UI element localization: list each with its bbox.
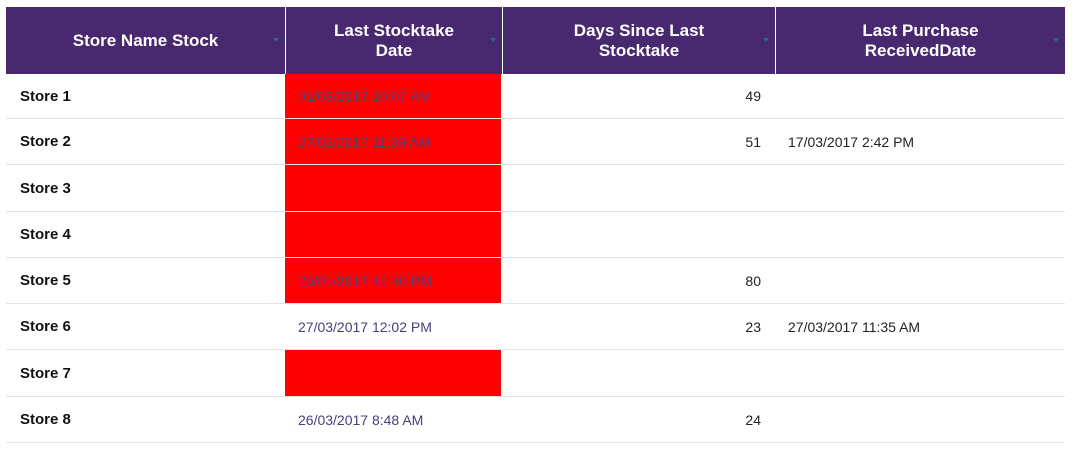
table-row[interactable]: Store 6 27/03/2017 12:02 PM 23 27/03/2017 1… [6, 304, 1065, 350]
sort-indicator-icon[interactable] [490, 38, 496, 42]
column-header-store-name[interactable]: Store Name Stock [6, 7, 285, 74]
days-since-stocktake-cell: 51 [745, 133, 761, 150]
store-name-cell: Store 2 [20, 133, 71, 150]
store-name-cell: Store 7 [20, 364, 71, 382]
days-since-stocktake-cell: 24 [745, 411, 761, 428]
table-row[interactable]: Store 3 [6, 165, 1065, 212]
stocktake-table: Store Name Stock Last Stocktake Date Day… [6, 7, 1065, 443]
table-header: Store Name Stock Last Stocktake Date Day… [6, 7, 1065, 74]
column-header-label: Store Name Stock [72, 30, 219, 50]
days-since-stocktake-cell [502, 350, 775, 396]
last-purchase-date-cell [775, 258, 1065, 303]
days-since-stocktake-cell: 49 [745, 88, 761, 104]
table-row[interactable]: Store 7 [6, 350, 1065, 397]
store-name-cell: Store 3 [20, 179, 71, 197]
last-purchase-date-cell [775, 212, 1065, 257]
store-name-cell: Store 8 [20, 411, 71, 428]
days-since-stocktake-cell [502, 165, 775, 211]
last-purchase-date-cell [775, 397, 1065, 442]
sort-indicator-icon[interactable] [763, 38, 769, 42]
table-row[interactable]: Store 1 01/03/2017 10:07 AM 49 [6, 74, 1065, 119]
table-row[interactable]: Store 4 [6, 212, 1065, 258]
sort-indicator-icon[interactable] [273, 38, 279, 42]
days-since-stocktake-cell: 80 [745, 272, 761, 289]
column-header-label: Days Since Last Stocktake [573, 20, 705, 60]
table-row[interactable]: Store 2 27/02/2017 11:39 AM 51 17/03/2017 2… [6, 119, 1065, 165]
store-name-cell: Store 4 [20, 226, 71, 243]
days-since-stocktake-cell [502, 212, 775, 257]
last-purchase-date-cell: 27/03/2017 11:35 AM [788, 318, 921, 335]
last-purchase-date-cell: 17/03/2017 2:42 PM [788, 133, 915, 150]
table-row[interactable]: Store 8 26/03/2017 8:48 AM 24 [6, 397, 1065, 443]
last-purchase-date-cell [775, 165, 1065, 211]
last-stocktake-date-cell [285, 165, 502, 211]
last-stocktake-date-cell: 27/03/2017 12:02 PM [298, 318, 432, 335]
column-header-label: Last Purchase ReceivedDate [862, 20, 979, 60]
store-name-cell: Store 6 [20, 318, 71, 335]
last-stocktake-date-cell [285, 212, 502, 257]
column-header-label: Last Stocktake Date [334, 20, 454, 60]
column-header-days-since-stocktake[interactable]: Days Since Last Stocktake [502, 7, 775, 74]
table-row[interactable]: Store 5 29/01/2017 12:40 PM 80 [6, 258, 1065, 304]
store-name-cell: Store 1 [20, 87, 71, 105]
column-header-last-stocktake-date[interactable]: Last Stocktake Date [285, 7, 502, 74]
last-stocktake-date-cell: 27/02/2017 11:39 AM [285, 119, 502, 164]
store-name-cell: Store 5 [20, 272, 71, 289]
last-purchase-date-cell [775, 350, 1065, 396]
last-stocktake-date-cell: 01/03/2017 10:07 AM [285, 74, 502, 118]
days-since-stocktake-cell: 23 [745, 318, 761, 335]
column-header-last-purchase-received-date[interactable]: Last Purchase ReceivedDate [775, 7, 1065, 74]
last-stocktake-date-cell [285, 350, 502, 396]
sort-indicator-icon[interactable] [1053, 38, 1059, 42]
last-purchase-date-cell [775, 74, 1065, 118]
last-stocktake-date-cell: 26/03/2017 8:48 AM [298, 411, 424, 428]
last-stocktake-date-cell: 29/01/2017 12:40 PM [285, 258, 502, 303]
table-body: Store 1 01/03/2017 10:07 AM 49 Store 2 27/02… [6, 74, 1065, 443]
